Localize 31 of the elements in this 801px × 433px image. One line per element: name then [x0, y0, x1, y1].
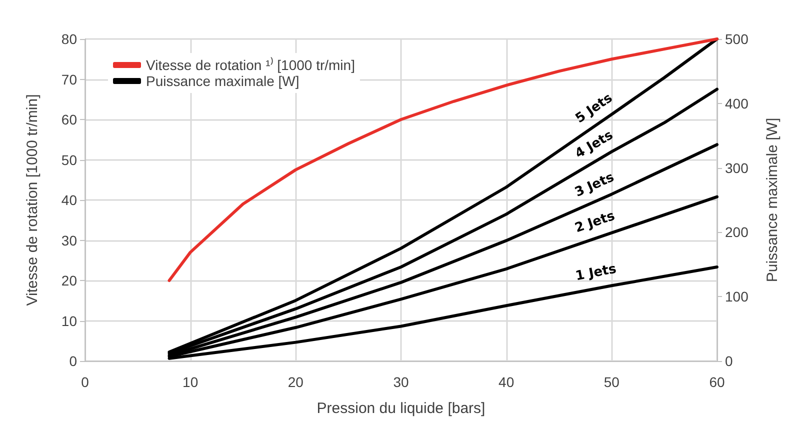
annotation: Puissance maximale [W]	[146, 73, 300, 89]
legend-label: Vitesse de rotation ¹⁾ [1000 tr/min]	[146, 57, 355, 73]
y-tick-label: 20	[61, 272, 78, 288]
y-tick-label: 80	[61, 31, 78, 47]
y-axis-title: Vitesse de rotation [1000 tr/min]	[24, 94, 41, 306]
x-tick-label: 0	[81, 374, 90, 390]
y2-tick-label: 300	[725, 160, 749, 176]
y-tick-label: 30	[61, 232, 78, 248]
text: 4 Jets	[572, 128, 616, 162]
y-tick-label: 40	[61, 192, 78, 208]
y2-tick-label: 100	[725, 288, 749, 305]
y2-axis-title: Puissance maximale [W]	[764, 118, 781, 282]
y2-tick-label: 200	[725, 224, 749, 240]
y2-tick-label: 400	[725, 95, 749, 112]
x-axis-title: Pression du liquide [bars]	[316, 400, 486, 417]
y-tick-label: 60	[61, 112, 78, 128]
x-tick-label: 30	[393, 374, 409, 390]
text: 3 Jets	[572, 170, 617, 200]
x-tick-label: 40	[498, 374, 514, 390]
y-tick-label: 70	[61, 71, 78, 88]
x-tick-label: 60	[709, 374, 725, 390]
text: 2 Jets	[573, 208, 618, 236]
y-tick-label: 0	[69, 353, 78, 369]
y2-tick-label: 500	[725, 31, 749, 47]
text: 1 Jets	[574, 262, 618, 284]
y-tick-label: 50	[61, 152, 78, 168]
y-tick-label: 10	[61, 312, 78, 329]
x-tick-label: 10	[182, 374, 198, 390]
x-tick-label: 50	[604, 374, 620, 390]
y2-tick-label: 0	[725, 353, 733, 369]
x-tick-label: 20	[288, 374, 304, 390]
